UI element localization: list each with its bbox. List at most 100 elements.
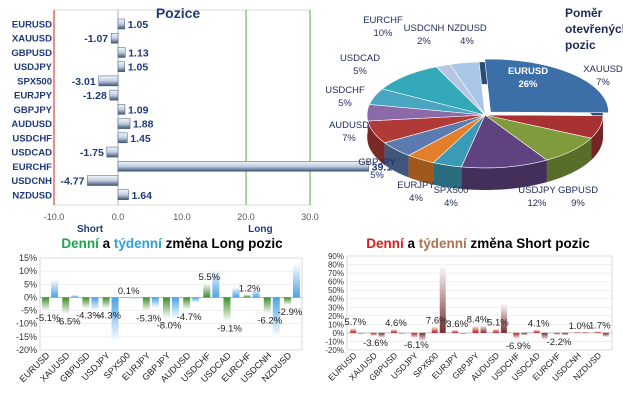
pie-value-label: 12% — [527, 198, 547, 209]
bar — [117, 104, 126, 115]
category-label: SPX500 — [17, 76, 52, 87]
series2-bar — [358, 332, 365, 334]
data-label: -8.0% — [157, 320, 182, 331]
bar — [98, 75, 119, 87]
data-label: 1.2% — [239, 283, 261, 294]
short-annotation: Short — [77, 224, 104, 235]
category-label: GBPUSD — [11, 48, 52, 59]
y-tick-label: 5% — [24, 279, 37, 289]
bar — [117, 189, 129, 201]
series2-bar — [91, 297, 99, 311]
pie-value-label: 5% — [353, 66, 367, 77]
series2-bar — [602, 332, 609, 338]
pie-value-label: 4% — [409, 193, 423, 204]
data-label: -2.2% — [547, 337, 572, 348]
series2-bar — [582, 332, 589, 333]
series2-bar — [419, 332, 426, 342]
bar — [117, 118, 131, 129]
y-tick-label: -20% — [16, 345, 37, 355]
bar — [117, 47, 126, 58]
chart-title-part: a — [404, 236, 419, 251]
data-label: -1.28 — [83, 90, 107, 102]
y-tick-label: 0% — [332, 329, 344, 338]
series1-bar — [574, 332, 581, 333]
category-label: XAUUSD — [12, 34, 52, 45]
x-tick-label: 20.0 — [237, 212, 255, 222]
pie-value-label: 4% — [460, 36, 474, 47]
share-pie-chart: Poměr otevřených pozic EURUSD 26% XAUUSD 7% GBP… — [325, 6, 623, 209]
category-label: GBPJPY — [13, 105, 52, 116]
bar — [106, 146, 119, 158]
data-label: 1.13 — [128, 47, 149, 59]
series1-bar — [263, 297, 271, 314]
pie-value-label: 7% — [596, 77, 610, 88]
series1-bar — [452, 329, 459, 333]
y-tick-label: 90% — [328, 252, 344, 261]
pie-label: XAUUSD — [583, 64, 623, 75]
pie-label: EURJPY — [397, 180, 435, 191]
bar — [117, 161, 369, 172]
series1-bar — [42, 297, 50, 311]
series2-bar — [212, 268, 220, 298]
data-label: 8.4% — [467, 315, 489, 326]
series1-bar — [62, 297, 70, 315]
pie-value-label: 5% — [370, 170, 384, 181]
y-tick-label: 15% — [19, 253, 37, 263]
data-label: -5.1% — [36, 313, 61, 324]
data-label: -1.07 — [84, 33, 108, 45]
pie-value-label: 4% — [444, 198, 458, 209]
series1-bar — [163, 297, 170, 319]
series1-bar — [390, 328, 397, 333]
series2-bar — [272, 297, 280, 337]
pie-slice — [484, 58, 609, 114]
y-tick-label: 50% — [328, 286, 344, 295]
pie-value-label: 9% — [571, 198, 585, 209]
data-label: 5.5% — [198, 272, 220, 283]
pie-label: AUDUSD — [329, 120, 369, 131]
y-tick-label: 20% — [328, 312, 344, 321]
chart-title-part: změna Long pozic — [162, 236, 283, 251]
x-tick-label: 0.0 — [112, 212, 125, 222]
data-label: -6.9% — [506, 341, 531, 352]
category-label: USDCNH — [11, 176, 52, 187]
pie-slice-side — [367, 121, 385, 165]
data-label: 1.09 — [128, 104, 149, 116]
series2-bar — [292, 263, 300, 298]
plot-area — [346, 255, 613, 351]
series2-bar — [378, 332, 385, 339]
data-label: 4.6% — [385, 318, 407, 329]
data-label: -2.9% — [278, 307, 303, 318]
series1-bar — [122, 297, 130, 298]
y-tick-label: 0% — [24, 292, 37, 302]
y-tick-label: 10% — [19, 266, 37, 276]
pie-value-label: 10% — [373, 28, 393, 39]
data-label: -4.77 — [61, 176, 85, 188]
pie-label: USDCNH — [404, 23, 445, 34]
category-label: NZDUSD — [12, 190, 52, 201]
pie-label: GBPJPY — [358, 157, 396, 168]
pie-slice — [460, 114, 548, 169]
data-label: 1.64 — [131, 190, 152, 202]
plot-area — [53, 9, 311, 206]
data-label: -3.01 — [72, 76, 96, 88]
y-tick-label: -10% — [325, 337, 344, 346]
bar — [117, 61, 125, 72]
category-label: USDCAD — [11, 148, 52, 159]
series2-bar — [398, 332, 405, 334]
data-label: -4.3% — [76, 311, 101, 322]
data-label: -6.5% — [56, 317, 81, 328]
chart-title: Denní a týdenní změna Short pozic — [366, 236, 590, 251]
data-label: 1.0% — [569, 321, 591, 332]
series2-bar — [460, 332, 467, 334]
data-label: -1.75 — [80, 147, 104, 159]
data-label: 1.05 — [128, 62, 149, 74]
bar — [109, 89, 119, 101]
category-label: EURCHF — [12, 162, 52, 173]
series2-bar — [192, 297, 200, 303]
pie-label: NZDUSD — [447, 23, 487, 34]
series1-bar — [370, 332, 377, 336]
series1-bar — [533, 329, 540, 333]
y-tick-label: -5% — [21, 306, 37, 316]
series1-bar — [183, 297, 191, 310]
